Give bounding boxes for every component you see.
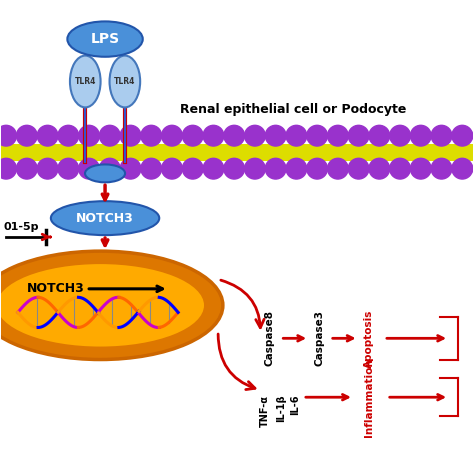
- Circle shape: [37, 125, 58, 146]
- Circle shape: [286, 158, 307, 179]
- Circle shape: [390, 158, 410, 179]
- Circle shape: [265, 158, 286, 179]
- Text: Renal epithelial cell or Podocyte: Renal epithelial cell or Podocyte: [181, 103, 407, 116]
- Circle shape: [224, 125, 245, 146]
- Circle shape: [58, 158, 79, 179]
- Circle shape: [100, 158, 120, 179]
- Circle shape: [100, 125, 120, 146]
- Ellipse shape: [51, 201, 159, 235]
- Text: IL-1β: IL-1β: [276, 395, 286, 422]
- Circle shape: [452, 158, 473, 179]
- Circle shape: [328, 158, 348, 179]
- Text: Inflammation: Inflammation: [364, 358, 374, 437]
- Circle shape: [141, 125, 162, 146]
- Circle shape: [369, 125, 390, 146]
- Circle shape: [182, 158, 203, 179]
- Text: Caspase8: Caspase8: [265, 310, 275, 366]
- Ellipse shape: [0, 251, 223, 359]
- Ellipse shape: [70, 55, 100, 108]
- Circle shape: [162, 158, 182, 179]
- Text: 01-5p: 01-5p: [4, 222, 39, 232]
- Circle shape: [265, 125, 286, 146]
- Circle shape: [203, 125, 224, 146]
- Circle shape: [431, 125, 452, 146]
- Circle shape: [58, 125, 79, 146]
- Text: Caspase3: Caspase3: [314, 310, 325, 366]
- Circle shape: [348, 158, 369, 179]
- Circle shape: [286, 125, 307, 146]
- Circle shape: [245, 158, 265, 179]
- Ellipse shape: [85, 164, 125, 182]
- Circle shape: [79, 158, 100, 179]
- Circle shape: [17, 158, 37, 179]
- Circle shape: [37, 158, 58, 179]
- Text: TLR4: TLR4: [114, 77, 136, 86]
- Circle shape: [120, 125, 141, 146]
- FancyArrowPatch shape: [218, 334, 255, 390]
- Circle shape: [17, 125, 37, 146]
- FancyArrowPatch shape: [221, 280, 264, 328]
- Circle shape: [348, 125, 369, 146]
- Text: IL-6: IL-6: [290, 395, 300, 415]
- Circle shape: [410, 158, 431, 179]
- Circle shape: [0, 158, 17, 179]
- Circle shape: [473, 158, 474, 179]
- Ellipse shape: [109, 55, 140, 108]
- Circle shape: [431, 158, 452, 179]
- Text: TNF-α: TNF-α: [260, 395, 270, 427]
- Circle shape: [328, 125, 348, 146]
- Circle shape: [120, 158, 141, 179]
- Circle shape: [307, 158, 328, 179]
- Circle shape: [390, 125, 410, 146]
- Circle shape: [473, 125, 474, 146]
- Ellipse shape: [67, 21, 143, 57]
- Circle shape: [369, 158, 390, 179]
- Text: NOTCH3: NOTCH3: [76, 212, 134, 225]
- Circle shape: [307, 125, 328, 146]
- Circle shape: [0, 125, 17, 146]
- Circle shape: [141, 158, 162, 179]
- Text: LPS: LPS: [91, 32, 119, 46]
- Text: Apoptosis: Apoptosis: [364, 309, 374, 367]
- Circle shape: [452, 125, 473, 146]
- Circle shape: [182, 125, 203, 146]
- Text: TLR4: TLR4: [74, 77, 96, 86]
- Circle shape: [245, 125, 265, 146]
- Circle shape: [203, 158, 224, 179]
- Circle shape: [410, 125, 431, 146]
- Ellipse shape: [0, 264, 204, 346]
- Circle shape: [162, 125, 182, 146]
- Circle shape: [224, 158, 245, 179]
- Circle shape: [79, 125, 100, 146]
- Text: NOTCH3: NOTCH3: [27, 283, 85, 295]
- Bar: [1, 144, 473, 161]
